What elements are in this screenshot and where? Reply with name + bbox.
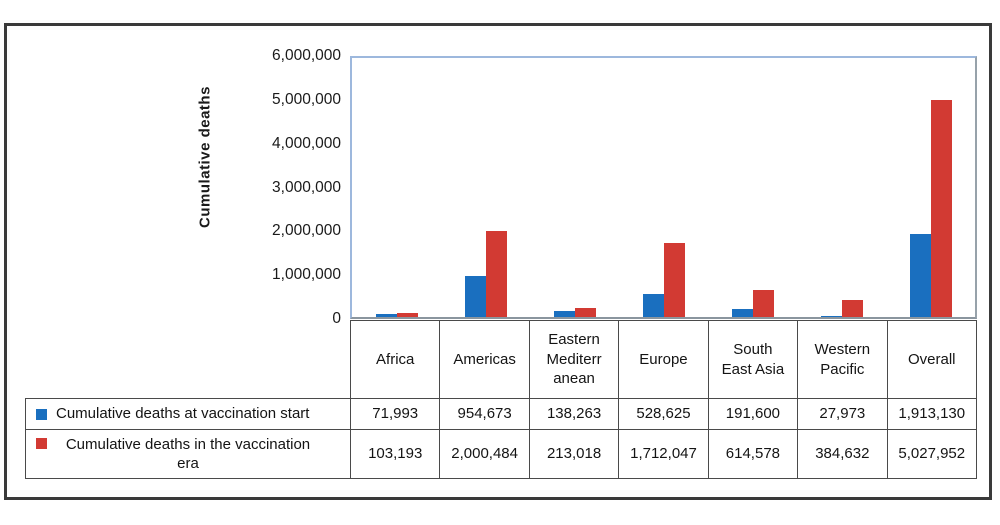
- value-start-americas: 954,673: [440, 399, 530, 429]
- category-header-south-east-asia: South East Asia: [709, 321, 799, 398]
- plot-area: [350, 56, 977, 319]
- y-axis-title: Cumulative deaths: [196, 86, 214, 228]
- bar-era-eastern-mediterranean: [574, 307, 596, 317]
- value-start-europe: 528,625: [619, 399, 709, 429]
- value-era-americas: 2,000,484: [440, 430, 530, 478]
- series1-table-row: Cumulative deaths at vaccination start 7…: [25, 398, 977, 430]
- value-era-south-east-asia: 614,578: [709, 430, 799, 478]
- series2-legend-swatch-icon: [36, 438, 47, 449]
- category-header-line: Overall: [907, 350, 956, 368]
- category-header-line: Africa: [376, 350, 415, 368]
- series1-legend-label: Cumulative deaths at vaccination start: [26, 399, 351, 429]
- category-header-europe: Europe: [619, 321, 709, 398]
- category-header-eastern-mediterranean: Eastern Mediterr anean: [530, 321, 620, 398]
- y-tick-label: 5,000,000: [272, 90, 341, 108]
- bar-start-africa: [375, 313, 397, 317]
- series1-name: Cumulative deaths at vaccination start: [56, 405, 310, 423]
- value-era-overall: 5,027,952: [898, 445, 966, 463]
- bar-era-europe: [663, 243, 685, 317]
- value-start-overall: 1,913,130: [898, 405, 966, 423]
- category-header-row: Africa Americas Eastern Mediterr anean Europe…: [350, 320, 977, 398]
- bar-start-eastern-mediterranean: [553, 311, 575, 317]
- bars-container: [352, 58, 975, 317]
- value-start-western-pacific: 27,973: [798, 399, 888, 429]
- bar-start-western-pacific: [820, 315, 842, 317]
- category-header-line: Mediterr: [546, 350, 602, 368]
- series2-name-line1: Cumulative deaths in the vaccination: [65, 435, 311, 453]
- series2-name-line2: era: [177, 455, 199, 472]
- series2-table-row: Cumulative deaths in the vaccination era…: [25, 430, 977, 479]
- bar-era-south-east-asia: [752, 290, 774, 317]
- series1-legend-swatch-icon: [36, 409, 47, 420]
- category-header-line: Americas: [453, 350, 516, 368]
- value-era-europe: 1,712,047: [619, 430, 709, 478]
- y-tick-label: 0: [332, 310, 341, 327]
- bar-start-europe: [642, 294, 664, 317]
- bar-era-western-pacific: [841, 300, 863, 317]
- value-era-africa: 103,193: [351, 430, 441, 478]
- bar-start-south-east-asia: [731, 308, 753, 317]
- bar-start-overall: [909, 234, 931, 317]
- category-header-africa: Africa: [351, 321, 441, 398]
- category-header-americas: Americas: [440, 321, 530, 398]
- y-tick-label: 1,000,000: [272, 266, 341, 284]
- bar-era-overall: [930, 99, 952, 317]
- value-start-eastern-mediterranean: 138,263: [530, 399, 620, 429]
- y-tick-label: 3,000,000: [272, 178, 341, 196]
- y-tick-label: 4,000,000: [272, 134, 341, 152]
- category-header-line: Pacific: [820, 360, 865, 378]
- y-tick-label: 2,000,000: [272, 222, 341, 240]
- category-header-line: anean: [553, 370, 595, 388]
- value-era-eastern-mediterranean: 213,018: [530, 430, 620, 478]
- category-header-line: South: [733, 341, 773, 358]
- value-start-south-east-asia: 191,600: [709, 399, 799, 429]
- category-header-line: Eastern: [548, 331, 600, 349]
- category-header-western-pacific: Western Pacific: [798, 321, 888, 398]
- value-era-western-pacific: 384,632: [798, 430, 888, 478]
- bar-era-americas: [485, 230, 507, 317]
- y-tick-label: 6,000,000: [272, 47, 341, 64]
- series2-legend-label: Cumulative deaths in the vaccination era: [26, 430, 351, 478]
- category-header-line: Europe: [639, 350, 688, 368]
- category-header-line: Western: [814, 341, 871, 358]
- bar-start-americas: [464, 275, 486, 317]
- category-header-line: East Asia: [721, 360, 785, 378]
- value-start-africa: 71,993: [351, 399, 441, 429]
- bar-era-africa: [396, 312, 418, 317]
- category-header-overall: Overall: [888, 321, 976, 398]
